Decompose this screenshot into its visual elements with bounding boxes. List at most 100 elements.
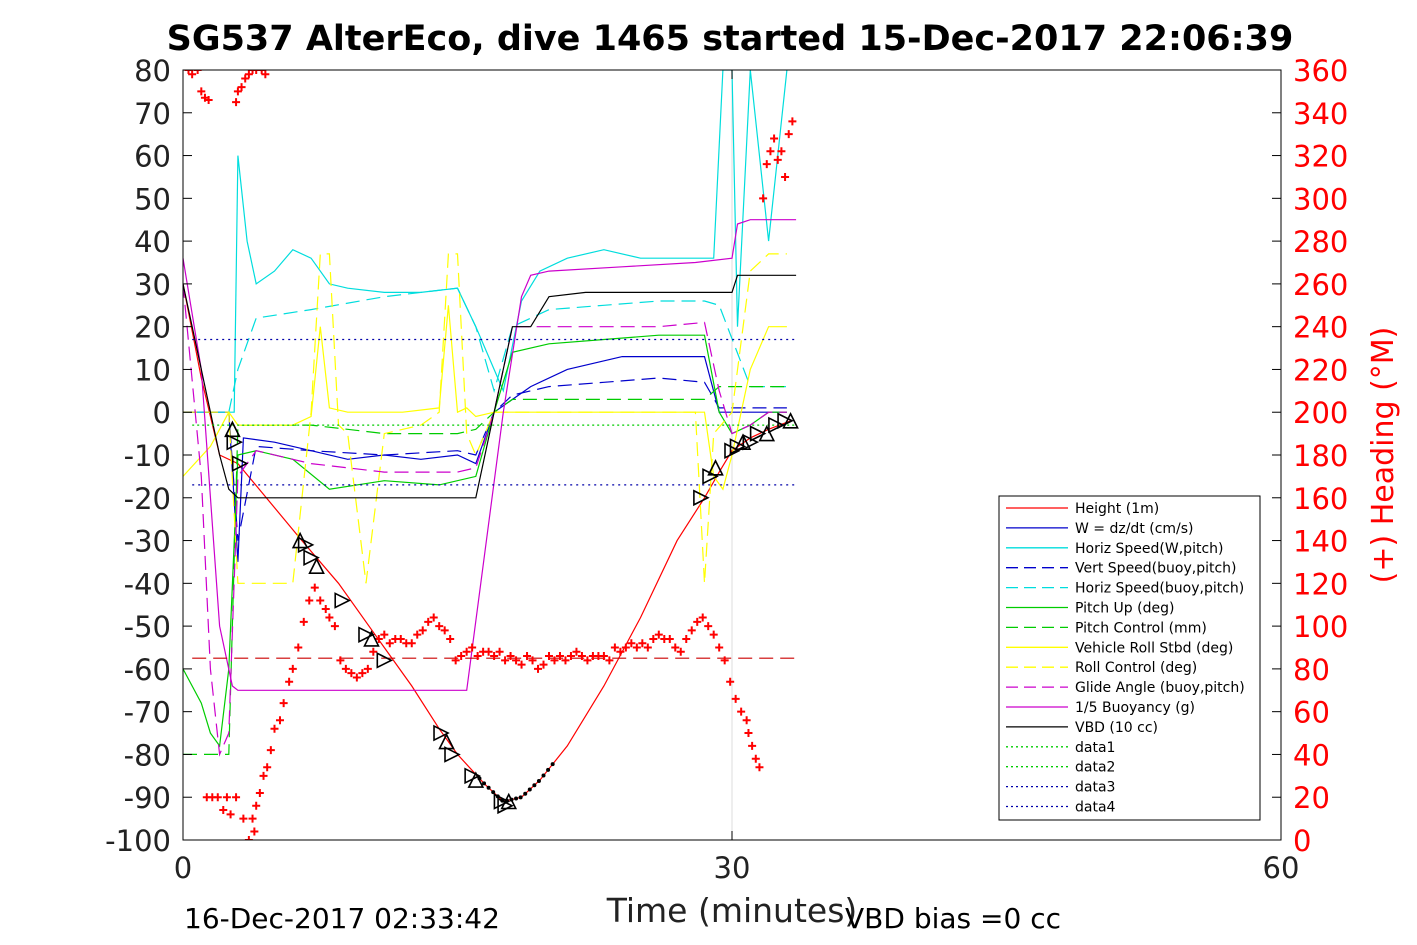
y-right-tick-label: 360	[1293, 54, 1348, 88]
heading-point	[440, 626, 449, 635]
heading-point	[638, 639, 647, 648]
heading-point	[665, 634, 674, 643]
heading-point	[325, 613, 334, 622]
heading-point	[305, 596, 314, 605]
heading-point	[451, 656, 460, 665]
depth-marker	[493, 793, 511, 810]
heading-point	[788, 117, 797, 126]
heading-point	[484, 647, 493, 656]
heading-point	[523, 652, 532, 661]
axis-layer: 80706050403020100-10-20-30-40-50-60-70-8…	[105, 54, 1348, 885]
y-left-tick-label: 50	[134, 182, 171, 216]
heading-point	[248, 70, 257, 74]
heading-point	[777, 147, 786, 156]
sample-dot	[491, 790, 496, 795]
heading-point	[352, 673, 361, 682]
sample-dot	[500, 798, 505, 803]
heading-point	[506, 652, 515, 661]
sample-dot	[509, 797, 514, 802]
heading-point	[396, 634, 405, 643]
legend-label: 1/5 Buoyancy (g)	[1075, 700, 1195, 716]
heading-point	[193, 70, 202, 74]
series-line-vbd-10-cc	[183, 274, 797, 499]
sample-dot	[546, 767, 551, 772]
legend-label: data4	[1075, 800, 1116, 816]
heading-point	[577, 652, 586, 661]
heading-point	[751, 754, 760, 763]
depth-marker	[693, 489, 710, 507]
sample-dot	[482, 781, 487, 786]
heading-point	[239, 814, 248, 823]
legend-label: data1	[1075, 740, 1115, 756]
y-right-tick-label: 240	[1293, 311, 1348, 345]
heading-point	[676, 647, 685, 656]
heading-point	[266, 746, 275, 755]
heading-point	[462, 647, 471, 656]
heading-point	[252, 801, 261, 810]
heading-point	[435, 622, 444, 631]
legend-label: VBD (10 cc)	[1075, 720, 1158, 736]
heading-point	[501, 656, 510, 665]
series-line-1-5-buoyancy-g	[183, 219, 797, 691]
y-right-tick-label: 340	[1293, 97, 1348, 131]
heading-point	[682, 634, 691, 643]
heading-point	[244, 836, 253, 840]
heading-point	[621, 643, 630, 652]
heading-point	[512, 656, 521, 665]
legend-label: Vert Speed(buoy,pitch)	[1075, 561, 1237, 577]
legend-label: data2	[1075, 760, 1115, 776]
y-left-tick-label: 20	[134, 311, 171, 345]
y-left-tick-label: -30	[124, 525, 171, 559]
depth-marker	[231, 455, 249, 472]
heading-point	[766, 147, 775, 156]
heading-point	[285, 677, 294, 686]
heading-point	[534, 664, 543, 673]
depth-marker	[358, 626, 375, 643]
heading-point	[250, 827, 259, 836]
heading-point	[755, 763, 764, 772]
heading-point	[616, 647, 625, 656]
heading-point	[610, 643, 619, 652]
y-left-tick-label: -50	[124, 610, 171, 644]
y-right-tick-label: 180	[1293, 439, 1348, 473]
depth-marker	[308, 557, 325, 575]
chart-title: SG537 AlterEco, dive 1465 started 15-Dec…	[167, 19, 1294, 59]
legend-label: Pitch Control (mm)	[1075, 620, 1207, 636]
y-left-tick-label: -80	[124, 738, 171, 772]
y-right-tick-label: 120	[1293, 567, 1348, 601]
heading-point	[457, 652, 466, 661]
heading-point	[726, 677, 735, 686]
heading-point	[385, 639, 394, 648]
heading-point	[770, 134, 779, 143]
legend-label: W = dz/dt (cm/s)	[1075, 521, 1194, 537]
sample-dot	[477, 776, 482, 781]
depth-marker	[376, 652, 394, 669]
series-line-roll-control-deg	[183, 253, 787, 584]
sample-dot	[550, 762, 555, 767]
y-right-tick-label: 280	[1293, 225, 1348, 259]
footer-vbd-bias: VBD bias =0 cc	[845, 902, 1061, 935]
sample-dot	[541, 773, 546, 778]
legend-entries: Height (1m) W = dz/dt (cm/s) Horiz Speed(W…	[1006, 501, 1245, 816]
series-line-vehicle-roll-stbd-deg	[183, 305, 787, 491]
y-left-tick-label: 80	[134, 54, 171, 88]
heading-point	[336, 656, 345, 665]
heading-point	[528, 656, 537, 665]
heading-point	[715, 643, 724, 652]
legend-label: Roll Control (deg)	[1075, 660, 1197, 676]
y-right-tick-label: 260	[1293, 268, 1348, 302]
heading-point	[241, 74, 250, 83]
heading-point	[742, 716, 751, 725]
heading-point	[341, 664, 350, 673]
sample-dot	[486, 785, 491, 790]
y-left-tick-label: 70	[134, 97, 171, 131]
heading-point	[257, 70, 266, 74]
legend: Height (1m) W = dz/dt (cm/s) Horiz Speed(W…	[998, 495, 1261, 821]
y-left-tick-label: -20	[124, 482, 171, 516]
heading-point	[671, 643, 680, 652]
y-left-tick-label: -90	[124, 781, 171, 815]
heading-point	[184, 70, 193, 74]
heading-point	[255, 788, 264, 797]
heading-point	[310, 583, 319, 592]
heading-point	[759, 194, 768, 203]
